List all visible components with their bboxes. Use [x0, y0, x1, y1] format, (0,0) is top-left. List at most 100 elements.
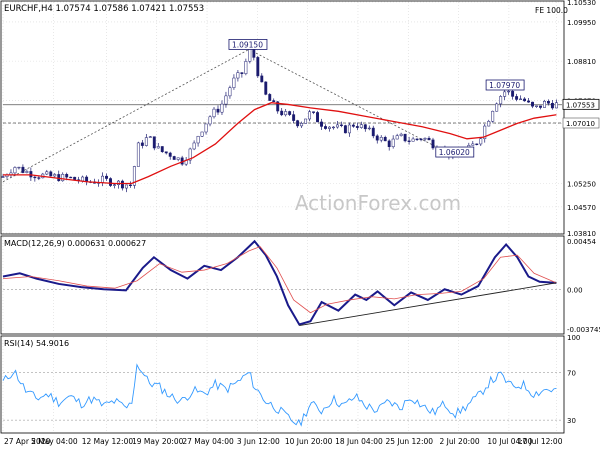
candle-body	[252, 48, 256, 58]
candle-body	[427, 137, 431, 141]
rsi-title: RSI(14) 54.9016	[4, 339, 69, 348]
candle-body	[347, 124, 351, 134]
candle-body	[140, 142, 144, 146]
annotation-box	[228, 39, 268, 50]
candle-body	[276, 101, 280, 112]
candle-body	[152, 136, 156, 149]
candle-body	[324, 126, 327, 129]
candle-body	[244, 61, 248, 74]
candle-body	[1, 176, 5, 178]
price-tag	[562, 98, 600, 110]
candle-body	[61, 174, 65, 182]
candle-body	[224, 95, 228, 105]
candle-body	[196, 135, 200, 144]
candle-body	[176, 157, 180, 160]
x-tick-label: 25 Jun 12:00	[385, 437, 433, 446]
candle-body	[256, 57, 260, 77]
macd-tick-label: 0.00	[567, 286, 583, 294]
candle-body	[491, 110, 495, 122]
x-tick-label: 12 May 12:00	[82, 437, 134, 446]
candle-body	[240, 72, 244, 74]
price-plot: 1.09150 1.07970 1.06020	[1, 39, 562, 193]
candle-body	[292, 114, 296, 121]
candle-body	[355, 126, 359, 128]
macd-signal-line	[2, 246, 557, 314]
candle-body	[523, 98, 527, 102]
candle-body	[128, 184, 132, 186]
macd-tick-label: 0.00454	[567, 238, 596, 246]
macd-trendline	[299, 282, 557, 326]
x-tick-label: 17 Jul 12:00	[518, 437, 563, 446]
candle-body	[503, 91, 507, 97]
fe-label: FE 100.0	[535, 6, 568, 15]
price-tag-label: 1.07553	[566, 101, 595, 109]
candle-body	[539, 105, 542, 108]
candle-body	[284, 111, 288, 116]
candle-body	[113, 184, 116, 186]
price-tick-label: 1.09950	[567, 19, 596, 27]
price-title: EURCHF,H4 1.07574 1.07586 1.07421 1.0755…	[4, 4, 204, 14]
candle-body	[37, 177, 41, 179]
candle-body	[144, 137, 148, 146]
candle-body	[375, 135, 379, 141]
moving-average-line	[3, 102, 557, 185]
candle-body	[423, 137, 427, 140]
price-tick-label: 1.05250	[567, 181, 596, 189]
candle-body	[403, 133, 407, 142]
x-tick-label: 5 May 04:00	[31, 437, 78, 446]
x-tick-label: 3 Jun 12:00	[237, 437, 280, 446]
candle-body	[156, 146, 160, 149]
candle-body	[228, 87, 232, 97]
candle-body	[208, 116, 212, 125]
candle-body	[391, 138, 395, 148]
candle-body	[550, 102, 554, 109]
candle-body	[511, 90, 515, 97]
candle-body	[339, 124, 343, 126]
macd-panel	[0, 235, 565, 335]
candle-body	[407, 140, 411, 142]
candle-body	[268, 94, 272, 101]
candle-body	[132, 166, 136, 186]
candle-body	[328, 126, 331, 129]
candle-body	[383, 137, 387, 142]
candle-body	[546, 101, 550, 104]
candle-body	[17, 166, 21, 169]
annotation-box	[485, 79, 525, 91]
candle-body	[554, 102, 558, 109]
candle-body	[371, 127, 375, 137]
annotation-label: 1.07970	[489, 81, 520, 90]
x-tick-label: 2 Jul 20:00	[439, 437, 479, 446]
price-tick-label: 1.08810	[567, 58, 596, 66]
candle-body	[204, 123, 208, 133]
candle-body	[335, 124, 339, 128]
rsi-plot	[2, 363, 562, 427]
candle-body	[320, 121, 323, 127]
candle-body	[148, 136, 152, 138]
candle-body	[45, 171, 49, 175]
candle-body	[387, 140, 391, 148]
macd-title: MACD(12,26,9) 0.000631 0.000627	[4, 239, 146, 248]
price-tick-label: 1.10530	[567, 0, 596, 7]
price-tick-label: 1.03810	[567, 230, 596, 238]
candle-body	[21, 166, 25, 173]
candle-body	[25, 171, 29, 173]
candle-body	[351, 124, 355, 127]
candle-body	[519, 98, 523, 100]
candle-body	[136, 142, 140, 167]
candle-body	[120, 180, 124, 189]
candle-body	[487, 121, 491, 127]
macd-line	[2, 239, 557, 326]
candle-body	[216, 108, 220, 113]
candle-body	[367, 127, 371, 130]
candle-body	[332, 126, 335, 129]
candle-body	[395, 135, 399, 140]
candle-body	[531, 101, 534, 107]
candle-body	[81, 176, 85, 182]
candle-body	[304, 118, 308, 124]
candle-body	[363, 124, 367, 130]
candle-body	[507, 90, 511, 93]
rsi-panel	[0, 335, 565, 434]
candle-body	[168, 152, 172, 157]
candle-body	[288, 111, 292, 115]
